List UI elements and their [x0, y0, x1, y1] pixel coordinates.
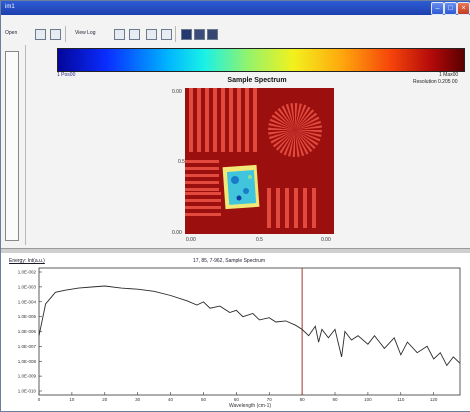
sample-spectrum-map[interactable]: [185, 88, 334, 234]
table-icon[interactable]: [114, 29, 125, 40]
y-tick-label: 1.0E-006: [18, 329, 37, 334]
layout-icon[interactable]: [146, 29, 157, 40]
x-tick-label: 50: [201, 397, 207, 402]
chevron-down-icon[interactable]: [129, 29, 140, 40]
sample-blob: [222, 164, 260, 210]
spectrum-ylabel: Energy: Int(a.u.): [9, 258, 45, 264]
y-tick-label: 1.0E-008: [18, 359, 37, 364]
resolution-label: Resolution 0.205 00: [413, 79, 458, 85]
map-y-tick: 0.00: [172, 230, 182, 236]
y-tick-label: 1.0E-007: [18, 344, 37, 349]
y-tick-label: 1.0E-010: [18, 389, 37, 394]
color-scale-bar: [57, 48, 465, 72]
toolbar: Open View Log: [1, 18, 470, 44]
open-button[interactable]: Open: [5, 30, 18, 36]
map-x-tick: 0.5: [256, 237, 263, 243]
spectrum-chart[interactable]: 1.0E-002 1.0E-003 1.0E-004 1.0E-005 1.0E-006…: [1, 253, 470, 411]
x-tick-label: 90: [333, 397, 339, 402]
maximize-button[interactable]: □: [444, 2, 457, 15]
grid-icon[interactable]: [35, 29, 46, 40]
close-button[interactable]: ×: [457, 2, 470, 15]
y-tick-label: 1.0E-005: [18, 314, 37, 319]
spectrum-title: 17, 85, 7-962, Sample Spectrum: [193, 258, 265, 264]
x-tick-label: 60: [234, 397, 240, 402]
spectrum-xlabel: Wavelength (cm-1): [229, 403, 271, 409]
title-bar: im1 – □ ×: [1, 1, 470, 15]
chevron-down-icon[interactable]: [161, 29, 172, 40]
x-tick-label: 30: [135, 397, 141, 402]
x-tick-label: 40: [168, 397, 174, 402]
x-tick-label: 20: [102, 397, 108, 402]
left-side-panel: [1, 45, 26, 245]
x-tick-label: 70: [267, 397, 273, 402]
cursor-icon[interactable]: [181, 29, 192, 40]
vertical-scrollbar[interactable]: [5, 51, 19, 241]
chevron-down-icon[interactable]: [50, 29, 61, 40]
toolbar-separator: [175, 26, 176, 42]
scale-max-label: 1 Max00: [439, 72, 459, 78]
zoom-icon[interactable]: [194, 29, 205, 40]
scale-min-label: 1 Pos00: [57, 72, 76, 78]
view-log-button[interactable]: View Log: [75, 30, 96, 36]
x-tick-label: 100: [364, 397, 372, 402]
map-title: Sample Spectrum: [227, 77, 287, 84]
x-tick-label: 120: [430, 397, 438, 402]
y-tick-label: 1.0E-002: [18, 270, 37, 275]
map-x-tick: 0.00: [321, 237, 331, 243]
print-icon[interactable]: [207, 29, 218, 40]
minimize-button[interactable]: –: [431, 2, 444, 15]
y-tick-label: 1.0E-003: [18, 284, 37, 289]
x-tick-label: 110: [397, 397, 405, 402]
map-y-tick: 0.5: [178, 159, 185, 165]
y-tick-label: 1.0E-009: [18, 374, 37, 379]
y-tick-label: 1.0E-004: [18, 299, 37, 304]
x-tick-label: 10: [69, 397, 75, 402]
map-y-tick: 0.00: [172, 89, 182, 95]
plot-area: [38, 267, 461, 396]
spectrum-line: [38, 285, 461, 367]
map-x-tick: 0.00: [186, 237, 196, 243]
x-tick-label: 0: [38, 397, 41, 402]
toolbar-separator: [65, 26, 66, 42]
window-title: im1: [5, 4, 15, 10]
spectrum-panel: Energy: Int(a.u.) 17, 85, 7-962, Sample …: [1, 253, 470, 411]
x-tick-label: 80: [300, 397, 306, 402]
map-image: [185, 88, 334, 234]
